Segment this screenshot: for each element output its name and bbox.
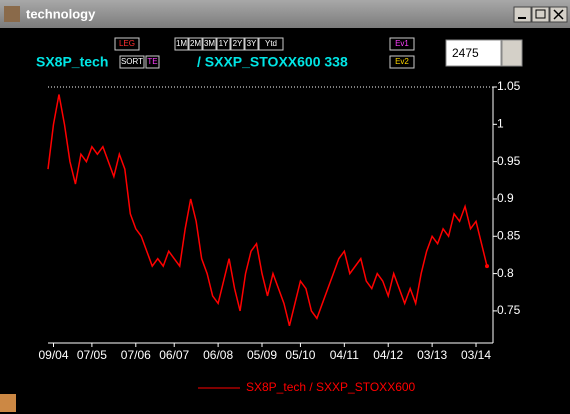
toolbar-button[interactable]	[389, 55, 415, 69]
toolbar-button[interactable]	[216, 37, 231, 51]
toolbar-button[interactable]	[244, 37, 259, 51]
window-controls	[513, 6, 568, 23]
toolbar-button[interactable]	[145, 55, 160, 69]
x-tick-label: 05/09	[247, 348, 277, 362]
toolbar-button[interactable]	[114, 37, 140, 51]
y-tick-label: 0.75	[497, 303, 521, 317]
maximize-button[interactable]	[531, 6, 550, 23]
data-line	[47, 94, 488, 327]
plot: 0.75 0.8 0.85 0.9 0.95 1 1.05 09/04 07/05 07/06 06…	[38, 79, 520, 394]
legend-label: SX8P_tech / SXXP_STOXX600	[246, 380, 416, 394]
toolbar-button-label: 3Y	[247, 39, 257, 48]
y-tick-label: 0.9	[497, 191, 514, 205]
y-tick-label: 1	[497, 116, 504, 130]
toolbar-button-label: 2M	[190, 39, 201, 48]
status-icon	[0, 394, 16, 412]
window-title: technology	[26, 6, 96, 21]
spin-button[interactable]	[501, 39, 523, 67]
toolbar-button-label: SORT	[121, 57, 143, 66]
toolbar-button-label: LEG	[119, 39, 135, 48]
x-tick-label: 03/14	[461, 348, 491, 362]
toolbar-button-label: 1M	[176, 39, 187, 48]
x-tick-label: 03/13	[417, 348, 447, 362]
toolbar-button[interactable]	[389, 37, 415, 51]
symbol-label: SX8P_tech	[36, 54, 108, 70]
toolbar-button[interactable]	[202, 37, 217, 51]
x-tick-label: 05/10	[285, 348, 315, 362]
period-input-value: 2475	[452, 46, 479, 60]
x-tick-label: 06/08	[203, 348, 233, 362]
period-input[interactable]	[445, 39, 502, 67]
y-tick-label: 1.05	[497, 79, 521, 93]
x-tick-label: 06/07	[159, 348, 189, 362]
x-tick-label: 04/11	[330, 348, 359, 362]
ratio-label: / SXXP_STOXX600 338	[197, 54, 348, 70]
app-icon	[4, 6, 20, 22]
x-tick-label: 09/04	[38, 348, 68, 362]
toolbar-button-label: 2Y	[233, 39, 243, 48]
x-tick-label: 07/06	[121, 348, 151, 362]
toolbar-button-label: Ev2	[395, 57, 409, 66]
toolbar-button[interactable]	[119, 55, 145, 69]
end-marker	[485, 264, 489, 269]
toolbar-button-label: Ev1	[395, 39, 409, 48]
y-tick-label: 0.8	[497, 266, 514, 280]
toolbar-button[interactable]	[188, 37, 203, 51]
toolbar-button[interactable]	[258, 37, 284, 51]
minimize-button[interactable]	[513, 6, 532, 23]
x-tick-label: 07/05	[77, 348, 107, 362]
toolbar-button-label: Ytd	[265, 39, 277, 48]
toolbar-button[interactable]	[230, 37, 245, 51]
toolbar-button-label: 1Y	[219, 39, 229, 48]
toolbar-button-label: TE	[147, 57, 157, 66]
title-bar	[0, 0, 570, 28]
toolbar-button[interactable]	[174, 37, 189, 51]
x-tick-label: 04/12	[373, 348, 403, 362]
y-tick-label: 0.95	[497, 154, 521, 168]
toolbar-button-label: 3M	[204, 39, 215, 48]
toolbar: LEG 1M 2M 3M 1Y 2Y 3Y Ytd SORT TE Ev1 Ev2	[114, 37, 415, 69]
y-tick-label: 0.85	[497, 228, 521, 242]
